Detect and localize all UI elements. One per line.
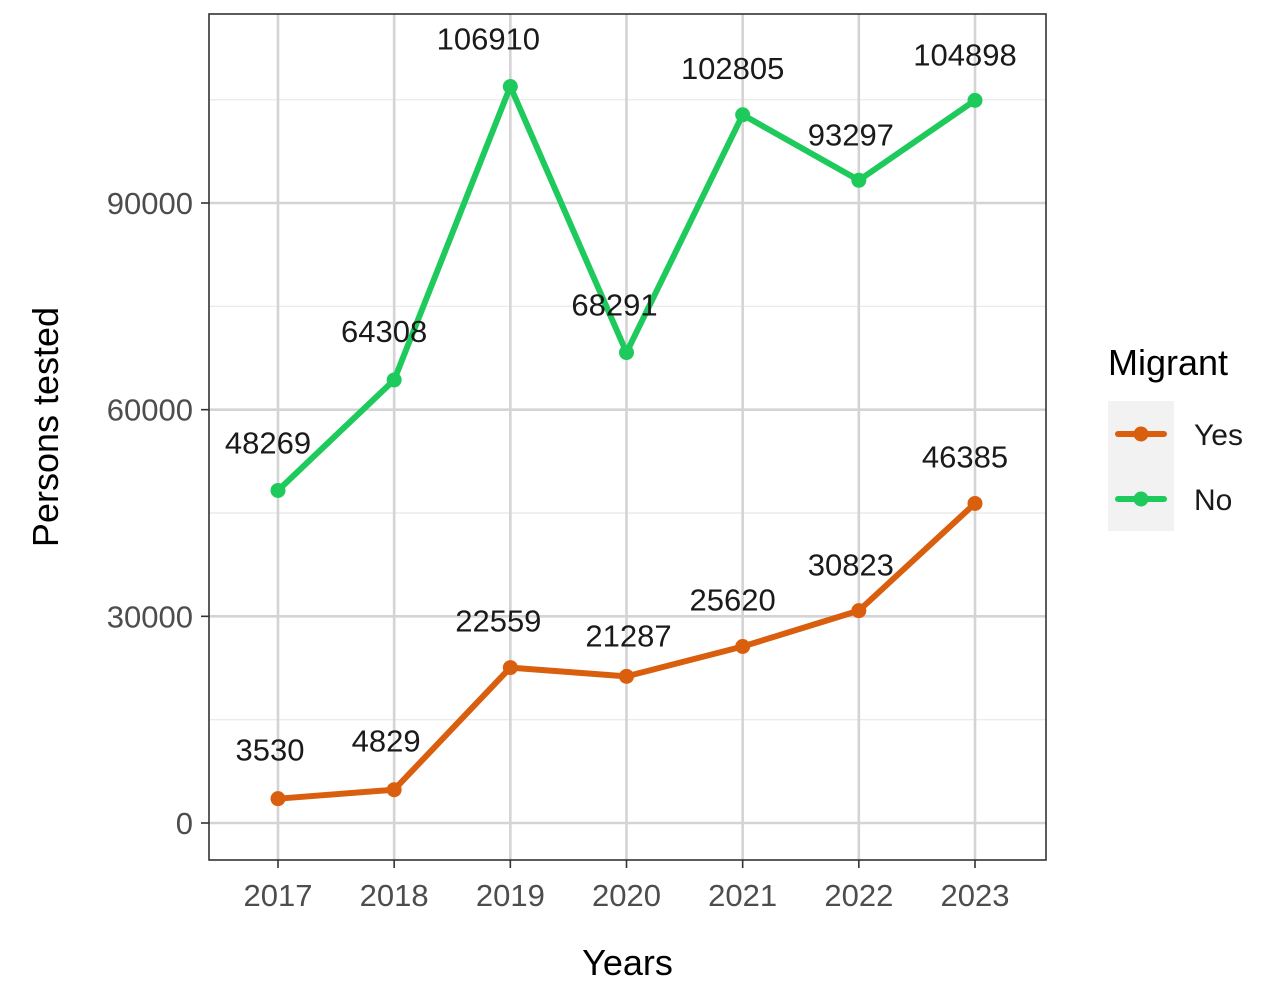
- data-point-yes: [619, 668, 634, 684]
- x-tick-label: 2021: [708, 878, 777, 913]
- data-label-yes: 21287: [585, 618, 671, 653]
- data-label-yes: 22559: [455, 604, 541, 639]
- x-tick-label: 2017: [244, 878, 313, 913]
- data-point-no: [502, 79, 518, 95]
- y-tick-label: 60000: [107, 393, 193, 428]
- data-point-yes: [270, 791, 286, 807]
- data-label-no: 104898: [913, 37, 1016, 72]
- data-label-no: 106910: [437, 22, 540, 57]
- y-tick-label: 0: [176, 806, 193, 841]
- x-tick-label: 2018: [360, 878, 429, 913]
- y-tick-label: 90000: [107, 186, 193, 221]
- data-point-yes: [851, 603, 867, 619]
- data-point-yes: [967, 495, 983, 511]
- data-point-no: [967, 92, 983, 108]
- data-point-no: [386, 372, 402, 388]
- data-label-yes: 4829: [352, 724, 421, 759]
- x-axis-ticks: 2017 2018 2019 2020 2021 2022 2023: [244, 860, 1010, 913]
- y-axis-ticks: 0 30000 60000 90000: [107, 186, 209, 841]
- y-axis-title: Persons tested: [25, 307, 66, 547]
- data-point-yes: [386, 782, 402, 798]
- data-point-no: [851, 172, 867, 188]
- grid-lines: [209, 14, 1046, 860]
- plot-panel-border: [208, 13, 1047, 861]
- legend: Migrant Yes No: [1108, 342, 1243, 531]
- data-label-yes: 25620: [690, 583, 776, 618]
- x-axis-title: Years: [582, 942, 673, 983]
- data-point-no: [735, 107, 751, 123]
- data-label-yes: 30823: [808, 548, 894, 583]
- data-labels: 3530 4829 22559 21287 25620 30823 46385 48269 64…: [225, 22, 1017, 768]
- legend-key-point-no: [1133, 491, 1149, 507]
- x-tick-label: 2020: [592, 878, 661, 913]
- legend-key-background: [1108, 401, 1174, 531]
- legend-label-no: No: [1194, 484, 1232, 517]
- series-lines: [270, 79, 983, 807]
- x-tick-label: 2022: [824, 878, 893, 913]
- legend-label-yes: Yes: [1194, 419, 1243, 452]
- data-label-no: 68291: [571, 288, 657, 323]
- legend-title: Migrant: [1108, 342, 1228, 383]
- legend-items: Yes No: [1115, 419, 1243, 517]
- data-label-yes: 46385: [922, 439, 1008, 474]
- data-point-yes: [735, 639, 751, 655]
- data-point-yes: [502, 660, 518, 676]
- data-label-no: 48269: [225, 425, 311, 460]
- data-point-no: [619, 345, 634, 361]
- data-label-no: 102805: [681, 51, 784, 86]
- x-tick-label: 2023: [941, 878, 1010, 913]
- data-label-yes: 3530: [236, 733, 305, 768]
- data-label-no: 64308: [341, 314, 427, 349]
- x-tick-label: 2019: [476, 878, 545, 913]
- data-label-no: 93297: [808, 117, 894, 152]
- legend-key-point-yes: [1133, 426, 1149, 442]
- data-point-no: [270, 482, 286, 498]
- y-tick-label: 30000: [107, 599, 193, 634]
